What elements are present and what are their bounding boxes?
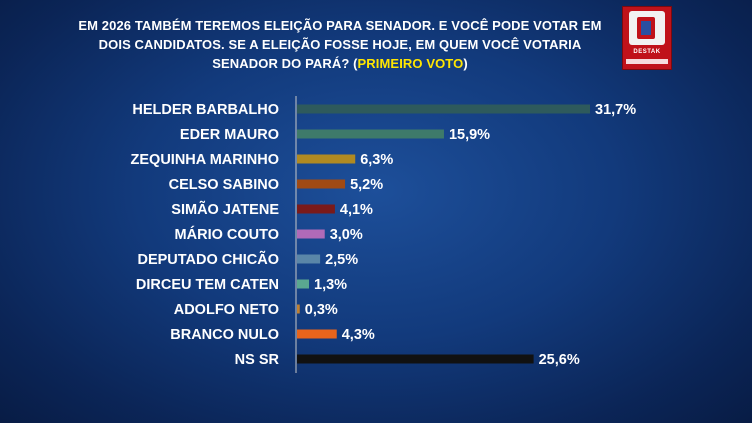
title-line-3-pre: SENADOR DO PARÁ? ( (212, 56, 358, 71)
value-label: 15,9% (449, 127, 490, 143)
category-label: DEPUTADO CHICÃO (137, 250, 279, 268)
value-label: 1,3% (314, 277, 347, 293)
category-label: HELDER BARBALHO (132, 102, 279, 118)
title-line-3-post: ) (463, 56, 468, 71)
logo-emblem-core (641, 21, 651, 35)
bar (297, 279, 310, 289)
category-label: SIMÃO JATENE (171, 200, 279, 218)
category-label: ZEQUINHA MARINHO (131, 152, 279, 168)
brand-logo: DESTAK (622, 6, 672, 70)
category-label: ADOLFO NETO (174, 302, 279, 318)
logo-brand-text: DESTAK (633, 49, 661, 55)
bar (297, 179, 346, 189)
bar (297, 229, 325, 239)
category-label: DIRCEU TEM CATEN (136, 277, 279, 293)
bar (297, 129, 444, 139)
logo-subtitle-strip (626, 59, 668, 64)
value-label: 2,5% (325, 252, 358, 268)
value-label: 4,1% (340, 202, 373, 218)
bar (297, 254, 321, 264)
title-line-1: EM 2026 TAMBÉM TEREMOS ELEIÇÃO PARA SENA… (78, 18, 602, 33)
logo-emblem (629, 11, 665, 45)
chart-title: EM 2026 TAMBÉM TEREMOS ELEIÇÃO PARA SENA… (60, 16, 620, 73)
title-highlight: PRIMEIRO VOTO (357, 56, 464, 71)
bar (297, 154, 356, 164)
bar (297, 204, 335, 214)
title-line-2: DOIS CANDIDATOS. SE A ELEIÇÃO FOSSE HOJE… (98, 37, 582, 52)
title-line-3: SENADOR DO PARÁ? (PRIMEIRO VOTO) (60, 54, 620, 73)
bar (297, 104, 590, 114)
category-label: NS SR (235, 352, 280, 368)
category-label: BRANCO NULO (170, 327, 279, 343)
bar (297, 329, 337, 339)
category-label: CELSO SABINO (169, 177, 279, 193)
bars-group: HELDER BARBALHO 31,7% EDER MAURO 15,9% ZEQUI… (131, 102, 637, 368)
bar (297, 304, 300, 314)
value-label: 3,0% (330, 227, 363, 243)
value-label: 25,6% (539, 352, 580, 368)
category-label: EDER MAURO (180, 127, 279, 143)
bar (297, 354, 534, 364)
value-label: 5,2% (350, 177, 383, 193)
value-label: 31,7% (595, 102, 636, 118)
value-label: 6,3% (360, 152, 393, 168)
category-label: MÁRIO COUTO (175, 226, 279, 243)
value-label: 0,3% (305, 302, 338, 318)
value-label: 4,3% (342, 327, 375, 343)
